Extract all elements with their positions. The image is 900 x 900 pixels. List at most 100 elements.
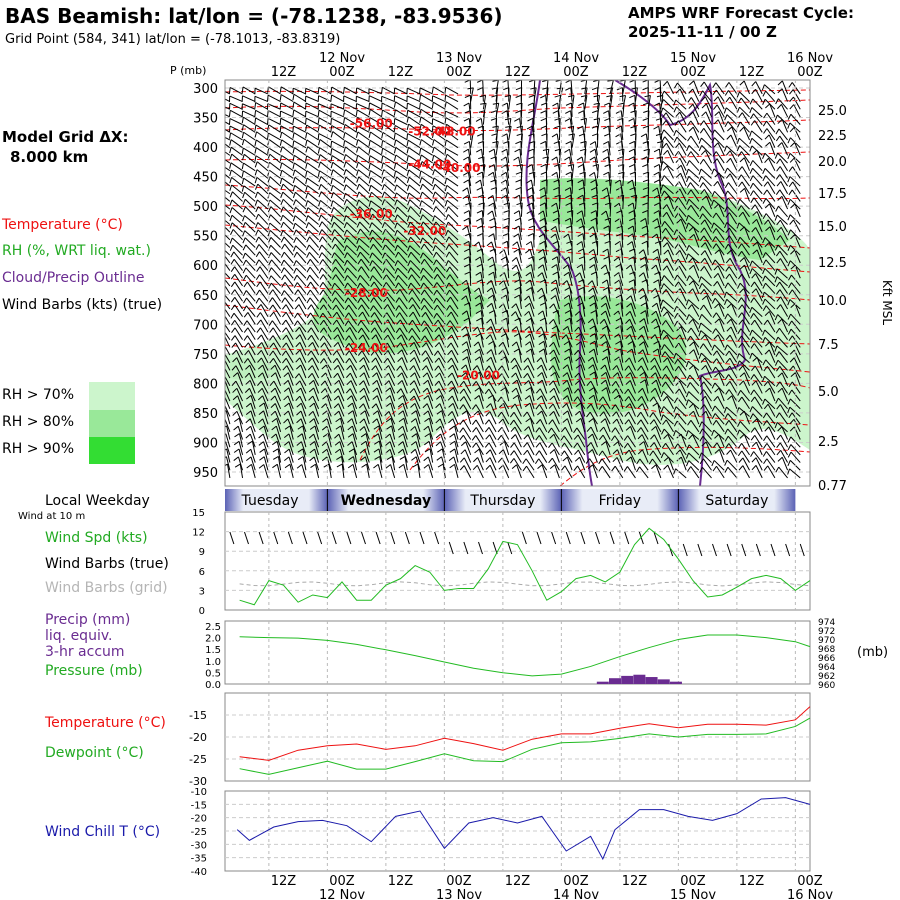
wind-barb-shaft — [690, 420, 700, 433]
wind-barb-flag — [486, 280, 492, 285]
wind-barb-shaft — [313, 387, 320, 402]
wind-barb-shaft — [309, 289, 320, 302]
wind-barb-flag — [675, 142, 680, 149]
wind-barb-shaft — [569, 149, 573, 164]
wind-barb-shaft — [320, 176, 332, 187]
wind-barb-shaft — [687, 253, 700, 264]
wind-barb-flag — [307, 372, 313, 379]
wind-barb-shaft — [255, 102, 269, 110]
wind-barb-shaft — [363, 357, 370, 371]
wind-barb-shaft — [594, 371, 598, 386]
wind-barb-flag — [463, 240, 470, 245]
wind-barb-shaft — [688, 391, 700, 402]
wind-barb-shaft — [357, 161, 370, 172]
wind-barb-flag — [370, 327, 376, 333]
wind-barb-shaft — [531, 202, 535, 217]
wind-barb-flag — [331, 243, 336, 250]
wind-barb-shaft — [407, 155, 421, 164]
temp-tick: -20 — [189, 731, 207, 744]
wind-barb-shaft — [469, 248, 472, 263]
wind-barb-flag — [230, 289, 236, 295]
wind-barb-flag — [525, 241, 532, 246]
wind-barb-flag — [407, 282, 412, 289]
wind-barb-shaft — [234, 304, 243, 317]
wind-barb-flag — [649, 442, 655, 448]
wind-barb-flag — [254, 139, 257, 146]
wind-barb-flag — [398, 410, 404, 415]
wind-barb-shaft — [225, 226, 231, 233]
model-grid-label: Model Grid ΔX: — [2, 128, 129, 146]
wind-barb-flag — [516, 125, 523, 129]
wind-barb-flag — [764, 349, 770, 355]
wind-barb-shaft — [739, 145, 750, 156]
wind-barb-flag — [407, 236, 412, 243]
wind-barb-shaft — [726, 291, 738, 302]
wind-barb-flag — [660, 299, 664, 306]
wind-barb-shaft — [726, 222, 738, 233]
wind-barb-flag — [663, 195, 669, 201]
wind-barb-flag — [700, 404, 705, 410]
wind-barb-flag — [777, 456, 783, 462]
wind-barb-shaft — [778, 466, 788, 479]
wind-barb-flag — [562, 325, 569, 331]
wind-barb-flag — [447, 311, 452, 317]
wind-barb-shaft — [282, 198, 294, 210]
wind-barb-shaft — [247, 358, 256, 371]
wind-barb-shaft — [434, 245, 446, 256]
wind-barb-shaft — [781, 426, 789, 440]
wind-barb-flag — [445, 282, 450, 289]
wind-barb-flag — [369, 229, 373, 236]
wind-barb-shaft — [344, 109, 357, 118]
wind-barb-flag — [231, 380, 237, 387]
wind-barb-flag — [419, 124, 422, 131]
wind-barb-flag — [590, 179, 597, 184]
wind-barb-shaft — [233, 259, 243, 271]
wind-barb-flag — [549, 387, 555, 393]
wind-barb-flag — [359, 364, 365, 370]
wind-barb-flag — [625, 372, 631, 378]
wind-barb-flag — [547, 427, 552, 434]
wind-barb-shaft — [664, 374, 674, 387]
wind-barb-flag — [726, 303, 732, 309]
wind-barb-shaft — [715, 228, 725, 241]
wind-barb-flag — [738, 181, 743, 188]
wind-barb-flag — [463, 210, 470, 214]
wind-barb-flag — [537, 310, 544, 315]
wind-barb-flag — [789, 127, 795, 133]
wind-barb-shaft — [229, 118, 243, 126]
wind-barb-shaft — [427, 410, 434, 425]
wind-barb-flag — [575, 402, 582, 408]
wind-barb-flag — [787, 406, 791, 413]
wind-barb-flag — [421, 342, 427, 348]
wind-barb-flag — [420, 297, 425, 304]
wind-barb-flag — [639, 379, 646, 384]
wind-barb-shaft — [331, 155, 345, 164]
wind-barb-shaft — [338, 410, 345, 425]
windchill-tick: -15 — [191, 800, 207, 811]
wind-barb-flag — [449, 425, 455, 430]
wind-barb-flag — [714, 172, 720, 178]
wind-barb-flag — [368, 124, 371, 132]
wind-barb-flag — [724, 413, 729, 420]
wind-barb-shaft — [282, 214, 294, 225]
wind-barb-flag — [527, 233, 534, 237]
wind-barb-shaft — [450, 296, 459, 310]
wind-barb-shaft — [346, 275, 357, 287]
wind-barb-shaft — [388, 372, 396, 386]
wind-barb-shaft — [294, 222, 307, 233]
wind-barb-flag — [687, 327, 692, 334]
wind-barb-shaft — [249, 380, 256, 394]
wind-barb-flag — [700, 265, 705, 272]
wind-barb-shaft — [356, 125, 370, 133]
wind-barb-flag — [611, 427, 616, 433]
wind-barb-shaft — [654, 365, 662, 379]
wind-barb-shaft — [564, 442, 573, 456]
wind-barb-flag — [598, 434, 604, 441]
wind-barb-shaft — [425, 350, 434, 363]
wind-barb-shaft — [268, 86, 281, 95]
wind-barb-shaft — [467, 149, 472, 164]
wind-barb-flag — [241, 178, 245, 185]
wind-barb-flag — [462, 287, 469, 292]
wind-barb-shaft — [254, 87, 269, 95]
